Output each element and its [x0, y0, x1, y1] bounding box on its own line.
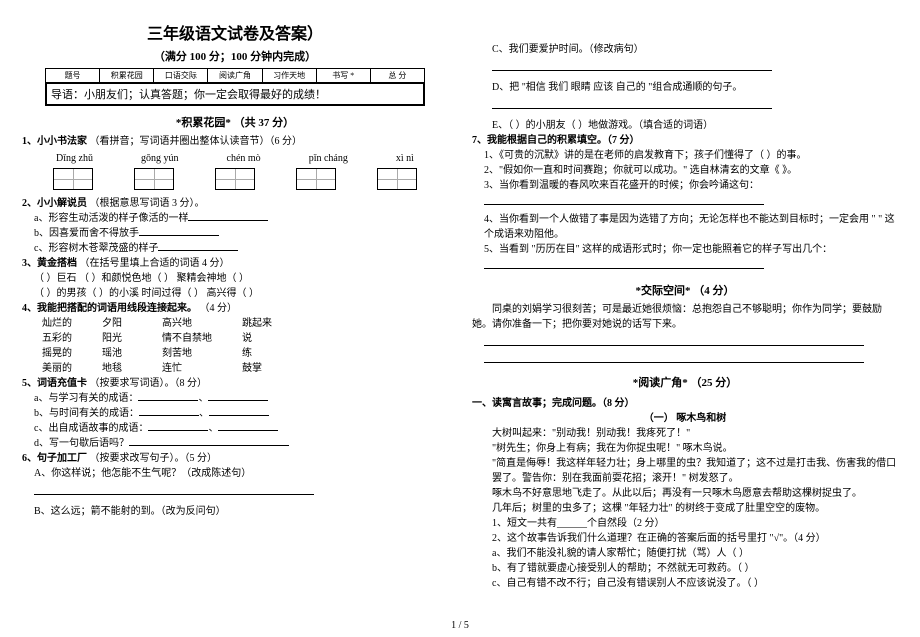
- col-6: 总 分: [371, 69, 424, 82]
- reading-q2: 2、这个故事告诉我们什么道理？在正确的答案后面的括号里打 "√"。（4 分）: [492, 531, 898, 546]
- q3-line2: （ ）的男孩（ ）的小溪 时间过得（ ） 高兴得（ ）: [34, 286, 448, 301]
- q2-b: b、因喜爱而舍不得放手: [34, 226, 448, 241]
- reading-opt-a: a、我们不能没礼貌的请人家帮忙；随便打扰（骂）人（ ）: [492, 546, 898, 561]
- page-number: 1 / 5: [451, 620, 469, 631]
- score-box: 题号 积累花园 口语交际 阅读广角 习作天地 书写 * 总 分 导语：小朋友们；…: [45, 68, 425, 106]
- q3-desc: （在括号里填上合适的词语 4 分）: [80, 258, 230, 269]
- char-grid: [53, 168, 93, 190]
- reading-q1: 1、短文一共有______个自然段（2 分）: [492, 516, 898, 531]
- q6-desc: （按要求改写句子）。（5 分）: [90, 453, 218, 464]
- col-0: 题号: [46, 69, 100, 82]
- q6-c: C、我们要爱护时间。（修改病句）: [492, 42, 898, 57]
- q2-heading: 2、小小解说员: [22, 198, 87, 209]
- q7-4: 4、当你看到一个人做错了事是因为选错了方向；无论怎样也不能达到目标时；一定会用 …: [484, 212, 898, 242]
- q2-c: c、形容树木苍翠茂盛的样子: [34, 241, 448, 256]
- col-2: 口语交际: [154, 69, 208, 82]
- reading-opt-c: c、自己有错不改不行；自己没有错误别人不应该说没了。（ ）: [492, 576, 898, 591]
- q1-heading: 1、小小书法家: [22, 136, 87, 147]
- answer-line: [34, 485, 314, 495]
- q5-b: b、与时间有关的成语：、: [34, 406, 448, 421]
- q7-5: 5、当看到 "历历在目" 这样的成语形式时；你一定也能照着它的样子写出几个：: [484, 242, 898, 257]
- q4-table: 灿烂的夕阳高兴地跳起来 五彩的阳光情不自禁地说 摇晃的瑶池刻苦地练 美丽的地毯连…: [42, 316, 448, 376]
- cell: 跳起来: [242, 316, 302, 331]
- q6-d: D、把 "相信 我们 眼睛 应该 自己的 "组合成通顺的句子。: [492, 80, 898, 95]
- pinyin-row: Dǐng zhǔ gōng yún chén mò pǐn cháng xì n…: [22, 153, 448, 164]
- cell: 练: [242, 346, 302, 361]
- q2-a: a、形容生动活泼的样子像活的一样: [34, 211, 448, 226]
- char-grid: [296, 168, 336, 190]
- cell: 地毯: [102, 361, 162, 376]
- col-1: 积累花园: [100, 69, 154, 82]
- char-grid: [215, 168, 255, 190]
- q6-b: B、这么远；箭不能射的到。（改为反问句）: [34, 504, 448, 519]
- answer-line: [484, 336, 864, 346]
- q5-d: d、写一句歇后语吗？: [34, 436, 448, 451]
- char-grid: [134, 168, 174, 190]
- q3-heading: 3、黄金搭档: [22, 258, 77, 269]
- social-body: 同桌的刘娟学习很刻苦；可是最近她很烦恼：总抱怨自己不够聪明；你作为同学；要鼓励她…: [472, 302, 898, 332]
- title-main: 三年级语文试卷及答案）: [22, 20, 448, 44]
- answer-line: [484, 353, 864, 363]
- reading-opt-b: b、有了错就要虚心接受别人的帮助；不然就无可救药。（ ）: [492, 561, 898, 576]
- cell: 高兴地: [162, 316, 242, 331]
- q1-desc: （看拼音；写词语并圈出整体认读音节）（6 分）: [90, 136, 303, 147]
- q6-a: A、你这样说；他怎能不生气呢？（改成陈述句）: [34, 466, 448, 481]
- reading-heading: 一、读寓言故事；完成问题。（8 分）: [472, 396, 898, 411]
- story-p5: 几年后；树里的虫多了；这棵 "年轻力壮" 的树终于变成了肚里空空的废物。: [492, 501, 898, 516]
- answer-line: [484, 259, 764, 269]
- cell: 灿烂的: [42, 316, 102, 331]
- story-p3: "简直是侮辱！我这样年轻力壮；身上哪里的虫？我知道了；这不过是打击我、伤害我的借…: [492, 456, 898, 486]
- q6-heading: 6、句子加工厂: [22, 453, 87, 464]
- score-box-header: 题号 积累花园 口语交际 阅读广角 习作天地 书写 * 总 分: [46, 69, 424, 83]
- section-title-2: *交际空间* （4 分）: [472, 282, 898, 298]
- hint-box: 导语：小朋友们；认真答题；你一定会取得最好的成绩！: [46, 83, 424, 105]
- cell: 夕阳: [102, 316, 162, 331]
- answer-line: [492, 99, 772, 109]
- cell: 摇晃的: [42, 346, 102, 361]
- q5-desc: （按要求写词语）。（8 分）: [90, 378, 208, 389]
- q6-e: E、（ ）的小朋友（ ）地做游戏。（填合适的词语）: [492, 118, 898, 133]
- story-title: （一） 啄木鸟和树: [472, 411, 898, 426]
- q5-a: a、与学习有关的成语：、: [34, 391, 448, 406]
- q4-heading: 4、我能把搭配的词语用线段连接起来。: [22, 303, 197, 314]
- col-4: 习作天地: [263, 69, 317, 82]
- pinyin-3: pǐn cháng: [309, 153, 348, 164]
- cell: 美丽的: [42, 361, 102, 376]
- char-grid-row: [22, 168, 448, 190]
- cell: 鼓掌: [242, 361, 302, 376]
- q7-3: 3、当你看到温暖的春风吹来百花盛开的时候；你会吟诵这句：: [484, 178, 898, 193]
- q5-c: c、出自成语故事的成语：、: [34, 421, 448, 436]
- pinyin-0: Dǐng zhǔ: [56, 153, 93, 164]
- pinyin-2: chén mò: [227, 153, 261, 164]
- subtitle: （满分 100 分；100 分钟内完成）: [22, 48, 448, 64]
- section-title-1: *积累花园* （共 37 分）: [22, 114, 448, 130]
- char-grid: [377, 168, 417, 190]
- col-3: 阅读广角: [208, 69, 262, 82]
- q2-desc: （根据意思写词语 3 分）。: [90, 198, 205, 209]
- col-5: 书写 *: [317, 69, 371, 82]
- section-title-3: *阅读广角* （25 分）: [472, 374, 898, 390]
- cell: 五彩的: [42, 331, 102, 346]
- q7-1: 1、《可贵的沉默》讲的是在老师的启发教育下；孩子们懂得了（ ）的事。: [484, 148, 898, 163]
- cell: 连忙: [162, 361, 242, 376]
- q7-heading: 7、我能根据自己的积累填空。（7 分）: [472, 135, 640, 146]
- q7-2: 2、"假如你一直和时间赛跑；你就可以成功。" 选自林清玄的文章《 》。: [484, 163, 898, 178]
- answer-line: [492, 61, 772, 71]
- pinyin-4: xì nì: [396, 153, 414, 164]
- story-p1: 大树叫起来："别动我！别动我！我疼死了！": [492, 426, 898, 441]
- cell: 刻苦地: [162, 346, 242, 361]
- cell: 说: [242, 331, 302, 346]
- story-p4: 啄木鸟不好意思地飞走了。从此以后；再没有一只啄木鸟愿意去帮助这棵树捉虫了。: [492, 486, 898, 501]
- q5-heading: 5、词语充值卡: [22, 378, 87, 389]
- q4-desc: （4 分）: [200, 303, 238, 314]
- story-p2: "树先生；你身上有病；我在为你捉虫呢！" 啄木鸟说。: [492, 441, 898, 456]
- answer-line: [484, 195, 764, 205]
- cell: 阳光: [102, 331, 162, 346]
- q3-line1: （ ）巨石 （ ）和颜悦色地（ ） 聚精会神地（ ）: [34, 271, 448, 286]
- pinyin-1: gōng yún: [141, 153, 179, 164]
- cell: 情不自禁地: [162, 331, 242, 346]
- cell: 瑶池: [102, 346, 162, 361]
